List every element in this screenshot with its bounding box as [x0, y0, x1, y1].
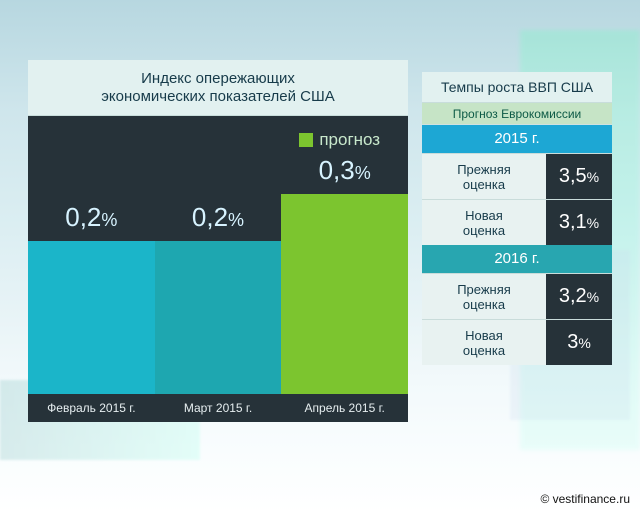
source-credit: © vestifinance.ru [540, 492, 630, 506]
x-axis-tick: Апрель 2015 г. [281, 394, 408, 422]
forecast-row: Новаяоценка3,1% [422, 199, 612, 245]
forecast-row-label: Прежняяоценка [422, 274, 546, 319]
bar-fill [281, 194, 408, 394]
bar-column: 0,2% [155, 116, 282, 394]
year-band: 2016 г. [422, 245, 612, 273]
x-axis-tick: Март 2015 г. [155, 394, 282, 422]
left-title-line1: Индекс опережающих [28, 70, 408, 88]
right-panel-subtitle: Прогноз Еврокомиссии [422, 103, 612, 125]
forecast-row-value: 3,5% [546, 154, 612, 199]
forecast-row-label: Новаяоценка [422, 200, 546, 245]
year-band: 2015 г. [422, 125, 612, 153]
x-axis-tick: Февраль 2015 г. [28, 394, 155, 422]
bar-fill [28, 241, 155, 394]
forecast-row-value: 3,2% [546, 274, 612, 319]
left-panel-title: Индекс опережающих экономических показат… [28, 60, 408, 116]
leading-indicators-panel: Индекс опережающих экономических показат… [28, 60, 408, 422]
forecast-row: Прежняяоценка3,5% [422, 153, 612, 199]
left-title-line2: экономических показателей США [28, 88, 408, 106]
bar-chart-x-axis: Февраль 2015 г.Март 2015 г.Апрель 2015 г… [28, 394, 408, 422]
bar-fill [155, 241, 282, 394]
forecast-row-label: Прежняяоценка [422, 154, 546, 199]
bar-column: 0,3% [281, 116, 408, 394]
bar-column: 0,2% [28, 116, 155, 394]
gdp-forecast-panel: Темпы роста ВВП США Прогноз Еврокомиссии… [422, 72, 612, 365]
forecast-row-value: 3% [546, 320, 612, 365]
forecast-row-value: 3,1% [546, 200, 612, 245]
bar-value-label: 0,3% [281, 155, 408, 186]
right-panel-title: Темпы роста ВВП США [422, 72, 612, 103]
forecast-row-label: Новаяоценка [422, 320, 546, 365]
bar-value-label: 0,2% [155, 202, 282, 233]
forecast-row: Прежняяоценка3,2% [422, 273, 612, 319]
bar-value-label: 0,2% [28, 202, 155, 233]
bar-chart: прогноз 0,2%0,2%0,3% [28, 116, 408, 394]
forecast-row: Новаяоценка3% [422, 319, 612, 365]
